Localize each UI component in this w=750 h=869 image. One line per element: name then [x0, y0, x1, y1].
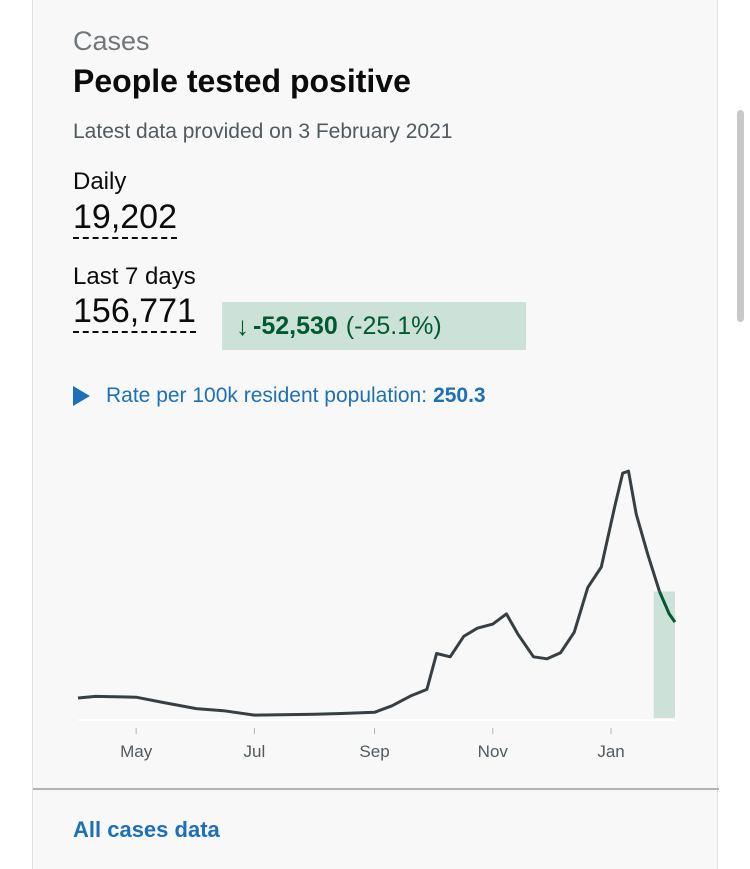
down-arrow-icon: ↓ — [236, 310, 249, 341]
scrollbar[interactable] — [737, 110, 744, 322]
last-updated-text: Latest data provided on 3 February 2021 — [73, 120, 453, 143]
x-tick-label-jul: Jul — [244, 742, 266, 761]
x-tick-label-jan: Jan — [597, 742, 624, 761]
daily-label: Daily — [73, 168, 127, 195]
x-tick-label-nov: Nov — [478, 742, 509, 761]
cases-card: Cases People tested positive Latest data… — [32, 0, 719, 869]
card-caption: Cases — [73, 26, 150, 56]
rate-value: 250.3 — [433, 384, 486, 407]
divider — [33, 788, 719, 790]
cases-line — [77, 469, 661, 717]
x-tick-label-sep: Sep — [359, 742, 389, 761]
rate-disclosure[interactable]: Rate per 100k resident population: 250.3 — [73, 384, 486, 408]
change-percent: (-25.1%) — [345, 311, 442, 340]
cases-line-recent — [658, 590, 677, 623]
all-cases-data-link[interactable]: All cases data — [73, 817, 220, 842]
daily-value[interactable]: 19,202 — [73, 199, 177, 239]
cases-chart: May Jul Sep Nov Jan — [77, 469, 677, 761]
change-badge: ↓ -52,530 (-25.1%) — [222, 302, 526, 350]
x-tick-label-may: May — [120, 742, 153, 761]
change-value: -52,530 — [253, 311, 338, 340]
disclosure-triangle-icon — [73, 386, 90, 406]
recent-window-band — [653, 591, 675, 718]
card-title: People tested positive — [73, 63, 411, 99]
last7-value[interactable]: 156,771 — [73, 293, 196, 333]
rate-label: Rate per 100k resident population: — [106, 384, 428, 407]
last7-label: Last 7 days — [73, 263, 196, 290]
